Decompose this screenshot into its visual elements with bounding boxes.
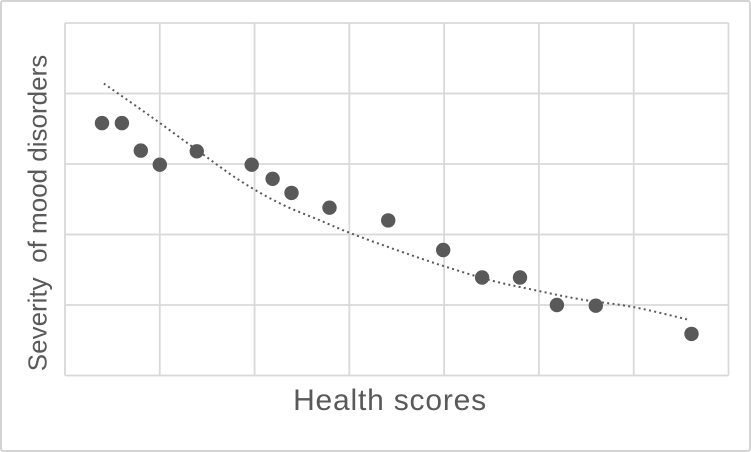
data-point [588,298,603,313]
x-axis-title: Health scores [293,384,487,417]
y-axis-title: Severity of mood disorders [22,54,53,372]
data-point [436,242,451,258]
trendline-dotted [103,82,689,321]
data-point [549,297,565,313]
data-point [133,143,148,158]
data-point [284,185,299,201]
data-point [114,115,130,131]
data-point [244,157,259,172]
data-point [381,213,396,228]
gridlines [64,22,730,377]
data-point [94,115,110,131]
data-point [152,157,167,172]
scatter-points [94,115,699,342]
data-point [189,144,204,159]
data-point [265,171,280,186]
data-point [512,270,528,285]
data-point [684,326,699,342]
data-point [474,270,490,285]
data-point [322,200,337,215]
